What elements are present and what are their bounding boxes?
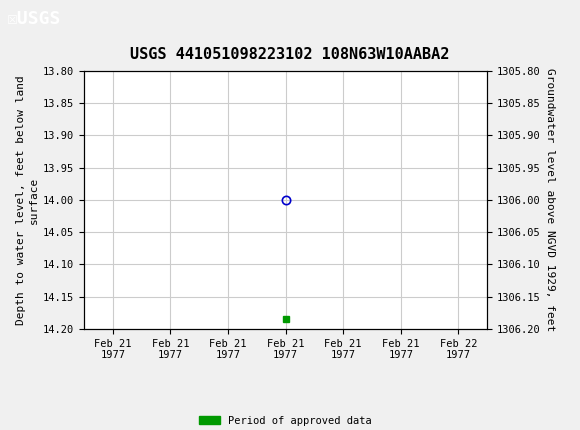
Legend: Period of approved data: Period of approved data [195, 412, 376, 430]
Y-axis label: Depth to water level, feet below land
surface: Depth to water level, feet below land su… [16, 75, 39, 325]
Text: USGS 441051098223102 108N63W10AABA2: USGS 441051098223102 108N63W10AABA2 [130, 47, 450, 62]
Text: ☒USGS: ☒USGS [7, 10, 61, 28]
Y-axis label: Groundwater level above NGVD 1929, feet: Groundwater level above NGVD 1929, feet [545, 68, 555, 332]
